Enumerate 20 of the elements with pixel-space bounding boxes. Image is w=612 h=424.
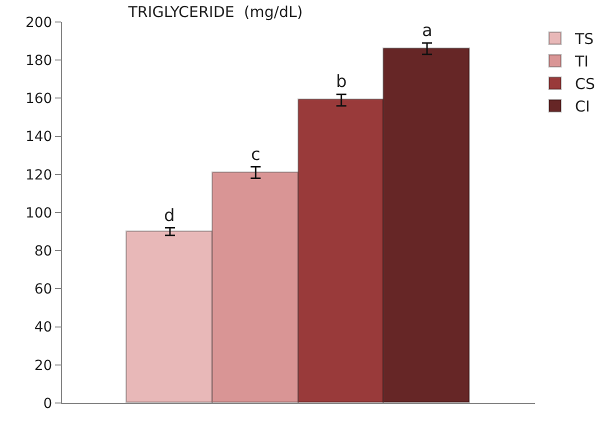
y-tick-label: 140 [25,129,52,146]
y-tick-label: 40 [34,320,52,336]
legend-label: CS [575,75,595,94]
y-tick-label: 80 [34,244,52,260]
legend-label: TI [574,52,589,71]
y-tick-label: 180 [25,53,52,69]
annotation: b [336,72,347,92]
annotation: d [164,206,175,226]
y-tick-label: 0 [43,396,52,412]
y-tick-label: 160 [25,91,52,108]
chart-title: TRIGLYCERIDE (mg/dL) [127,2,303,21]
annotation: c [251,145,260,165]
y-tick-label: 60 [34,282,52,298]
y-tick-label: 200 [25,14,52,31]
y-tick-label: 100 [25,205,52,222]
annotation: a [422,21,432,41]
legend-label: CI [575,98,590,116]
legend-label: TS [574,30,594,48]
y-tick-label: 20 [34,358,52,374]
y-tick-label: 120 [25,167,52,184]
